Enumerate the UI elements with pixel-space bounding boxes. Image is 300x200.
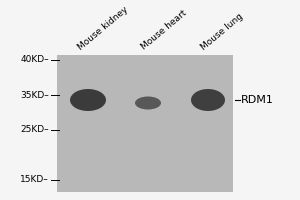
Ellipse shape <box>70 89 106 111</box>
Text: 40KD–: 40KD– <box>20 55 49 64</box>
Ellipse shape <box>191 89 225 111</box>
Bar <box>57 55 233 192</box>
Text: Mouse lung: Mouse lung <box>199 12 245 52</box>
Text: RDM1: RDM1 <box>241 95 274 105</box>
Text: 15KD–: 15KD– <box>20 176 49 184</box>
Text: Mouse kidney: Mouse kidney <box>76 5 130 52</box>
Text: Mouse heart: Mouse heart <box>139 9 188 52</box>
Text: 25KD–: 25KD– <box>20 126 49 134</box>
Ellipse shape <box>135 97 161 110</box>
Text: 35KD–: 35KD– <box>20 90 49 99</box>
